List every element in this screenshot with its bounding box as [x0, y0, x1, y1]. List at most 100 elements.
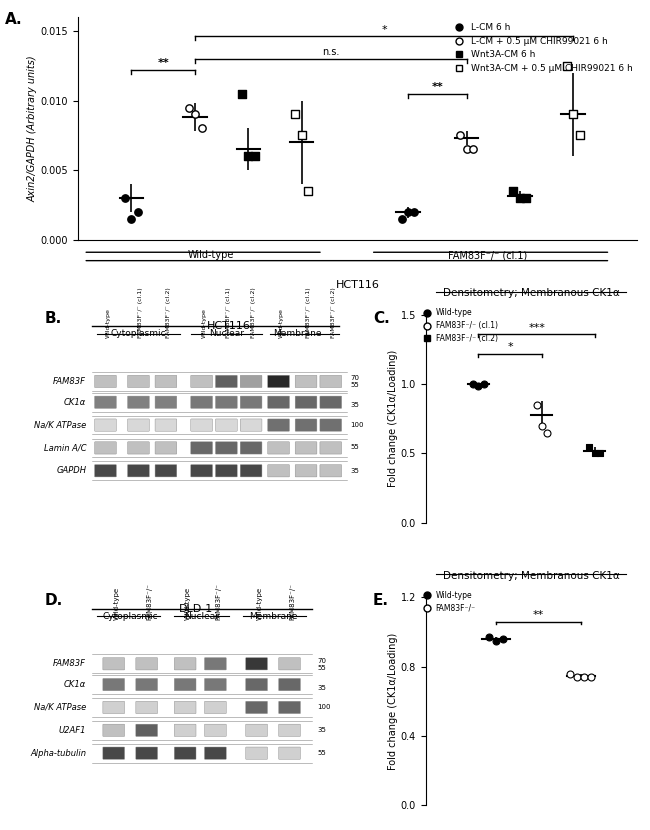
- Text: 35: 35: [317, 685, 326, 691]
- Text: 35: 35: [350, 468, 359, 474]
- Text: 55: 55: [350, 444, 359, 450]
- FancyBboxPatch shape: [295, 465, 317, 477]
- FancyBboxPatch shape: [240, 419, 262, 432]
- Text: GAPDH: GAPDH: [57, 466, 86, 476]
- Text: Membrane: Membrane: [249, 612, 297, 621]
- Point: [296, 129, 307, 142]
- FancyBboxPatch shape: [279, 678, 300, 691]
- FancyBboxPatch shape: [279, 724, 300, 736]
- Text: C.: C.: [373, 310, 389, 326]
- Text: A.: A.: [5, 12, 23, 27]
- FancyBboxPatch shape: [246, 701, 267, 714]
- Point: [183, 101, 194, 115]
- Text: FAM83F⁻/⁻: FAM83F⁻/⁻: [289, 583, 296, 620]
- FancyBboxPatch shape: [205, 747, 226, 759]
- Text: Lamin A/C: Lamin A/C: [44, 443, 86, 452]
- FancyBboxPatch shape: [174, 747, 196, 759]
- FancyBboxPatch shape: [295, 375, 317, 388]
- Point: [303, 185, 313, 198]
- FancyBboxPatch shape: [268, 465, 289, 477]
- FancyBboxPatch shape: [155, 465, 177, 477]
- Text: D.: D.: [45, 593, 63, 608]
- Text: FAM83F⁻/⁻: FAM83F⁻/⁻: [215, 583, 222, 620]
- Text: FAM83F⁻/⁻: FAM83F⁻/⁻: [147, 583, 153, 620]
- Text: FAM83F: FAM83F: [53, 659, 86, 668]
- FancyBboxPatch shape: [279, 701, 300, 714]
- Text: Alpha-tubulin: Alpha-tubulin: [31, 749, 86, 758]
- Text: **: **: [157, 58, 169, 68]
- Text: FAM83F⁻/⁻ (cl.1): FAM83F⁻/⁻ (cl.1): [306, 287, 311, 338]
- Text: Wild-type: Wild-type: [257, 587, 263, 620]
- FancyBboxPatch shape: [268, 442, 289, 454]
- Text: U2AF1: U2AF1: [58, 725, 86, 735]
- FancyBboxPatch shape: [95, 396, 116, 408]
- Text: FAM83F⁻/⁻ (cl.1): FAM83F⁻/⁻ (cl.1): [138, 287, 144, 338]
- Text: n.s.: n.s.: [322, 47, 339, 57]
- FancyBboxPatch shape: [205, 657, 226, 670]
- Point: [565, 666, 575, 680]
- FancyBboxPatch shape: [320, 375, 342, 388]
- FancyBboxPatch shape: [216, 419, 237, 432]
- Text: Densitometry; Membranous CK1α: Densitometry; Membranous CK1α: [443, 288, 619, 298]
- FancyBboxPatch shape: [155, 442, 177, 454]
- FancyBboxPatch shape: [127, 419, 150, 432]
- Point: [515, 192, 525, 205]
- Point: [595, 447, 605, 460]
- FancyBboxPatch shape: [136, 724, 157, 736]
- FancyBboxPatch shape: [246, 678, 267, 691]
- Y-axis label: Fold change (CK1α/Loading): Fold change (CK1α/Loading): [388, 632, 398, 770]
- Point: [462, 143, 472, 156]
- Point: [473, 379, 484, 393]
- FancyBboxPatch shape: [246, 747, 267, 759]
- FancyBboxPatch shape: [191, 396, 213, 408]
- Point: [568, 108, 578, 121]
- FancyBboxPatch shape: [246, 724, 267, 736]
- Text: 100: 100: [350, 422, 363, 428]
- Point: [468, 378, 478, 391]
- FancyBboxPatch shape: [136, 657, 157, 670]
- FancyBboxPatch shape: [191, 419, 213, 432]
- Text: Na/K ATPase: Na/K ATPase: [34, 703, 86, 712]
- Text: Nuclear: Nuclear: [184, 612, 219, 621]
- Point: [572, 671, 582, 684]
- Point: [290, 108, 300, 121]
- Point: [396, 212, 407, 226]
- Point: [120, 192, 130, 205]
- FancyBboxPatch shape: [320, 465, 342, 477]
- FancyBboxPatch shape: [174, 701, 196, 714]
- Text: B.: B.: [45, 310, 62, 326]
- Text: Na/K ATPase: Na/K ATPase: [34, 421, 86, 430]
- FancyBboxPatch shape: [295, 396, 317, 408]
- FancyBboxPatch shape: [95, 419, 116, 432]
- FancyBboxPatch shape: [279, 747, 300, 759]
- Point: [584, 440, 595, 453]
- FancyBboxPatch shape: [295, 442, 317, 454]
- FancyBboxPatch shape: [268, 419, 289, 432]
- Point: [579, 671, 590, 684]
- Point: [542, 426, 552, 439]
- FancyBboxPatch shape: [268, 375, 289, 388]
- Text: 55: 55: [350, 382, 359, 388]
- FancyBboxPatch shape: [240, 442, 262, 454]
- FancyBboxPatch shape: [95, 375, 116, 388]
- Point: [478, 378, 489, 391]
- FancyBboxPatch shape: [205, 678, 226, 691]
- Text: *: *: [382, 25, 387, 35]
- FancyBboxPatch shape: [279, 657, 300, 670]
- FancyBboxPatch shape: [136, 747, 157, 759]
- FancyBboxPatch shape: [155, 396, 177, 408]
- Text: Densitometry; Membranous CK1α: Densitometry; Membranous CK1α: [443, 571, 619, 581]
- Text: Wild-type: Wild-type: [105, 308, 110, 338]
- Point: [190, 108, 200, 121]
- Text: 35: 35: [350, 403, 359, 408]
- Text: Membrane: Membrane: [274, 330, 322, 339]
- Text: ***: ***: [528, 323, 545, 333]
- FancyBboxPatch shape: [174, 657, 196, 670]
- FancyBboxPatch shape: [216, 442, 237, 454]
- Point: [498, 632, 508, 646]
- Text: Wild-type: Wild-type: [279, 308, 283, 338]
- Legend: Wild-type, FAM83F⁻/⁻ (cl.1), FAM83F⁻/⁻ (cl.2): Wild-type, FAM83F⁻/⁻ (cl.1), FAM83F⁻/⁻ (…: [419, 309, 498, 343]
- FancyBboxPatch shape: [103, 724, 125, 736]
- Text: FAM83F⁻/⁻ (cl.2): FAM83F⁻/⁻ (cl.2): [251, 287, 256, 338]
- Point: [243, 149, 254, 163]
